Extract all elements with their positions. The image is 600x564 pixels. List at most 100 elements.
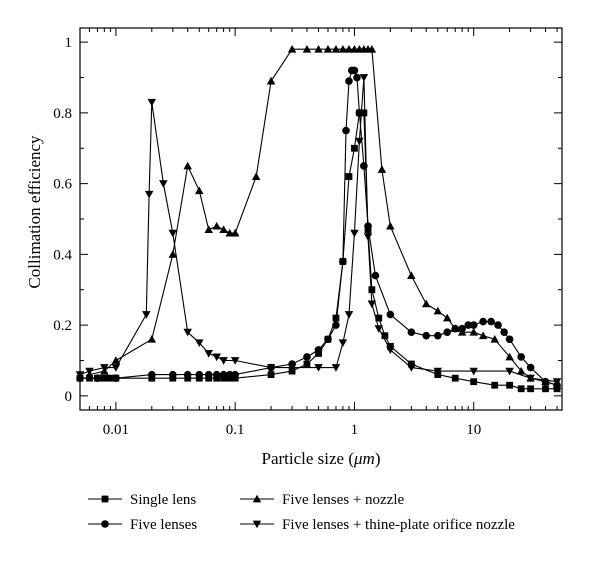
data-point: [111, 364, 121, 372]
data-point: [85, 367, 94, 376]
data-point: [526, 374, 535, 383]
series-layer: [75, 44, 562, 393]
data-point: [195, 370, 204, 379]
y-axis-label: Collimation efficiency: [25, 135, 44, 289]
series-triangle-up: [85, 44, 562, 389]
data-point: [470, 378, 478, 386]
legend-label: Five lenses + nozzle: [282, 492, 405, 508]
data-point: [100, 364, 109, 372]
data-point: [542, 385, 549, 393]
x-axis-label-suffix: ): [375, 449, 381, 468]
y-tick-label: 0.8: [53, 106, 72, 122]
data-point: [433, 367, 443, 376]
data-point: [527, 385, 535, 393]
data-point: [142, 311, 151, 319]
series-line: [89, 48, 558, 386]
data-point: [422, 331, 431, 340]
data-point: [183, 328, 192, 337]
legend-entry: Five lenses: [88, 517, 197, 533]
series-triangle-down: [75, 74, 562, 386]
data-point: [433, 331, 442, 340]
legend-label: Five lenses + thine-plate orifice nozzle: [282, 517, 515, 533]
data-point: [324, 335, 332, 344]
data-point: [386, 221, 395, 230]
data-point: [93, 374, 102, 382]
data-point: [302, 44, 312, 53]
data-point: [386, 310, 395, 319]
y-tick-label: 0.4: [53, 247, 72, 263]
data-point: [195, 339, 204, 348]
data-point: [526, 363, 535, 372]
data-point: [342, 126, 350, 135]
data-point: [266, 76, 276, 85]
data-point: [332, 321, 340, 329]
y-tick-label: 0.6: [53, 177, 72, 193]
data-point: [360, 109, 368, 117]
data-point: [169, 370, 177, 379]
data-point: [212, 370, 221, 379]
data-point: [147, 335, 157, 343]
data-point: [407, 360, 415, 368]
data-point: [204, 350, 213, 358]
data-point: [148, 370, 156, 379]
data-point: [469, 321, 478, 329]
data-point: [517, 385, 525, 393]
data-point: [251, 172, 261, 180]
legend-label: Single lens: [130, 492, 196, 508]
data-point: [314, 346, 323, 354]
data-point: [287, 364, 297, 372]
data-point: [541, 377, 550, 386]
legend-entry: Five lenses + thine-plate orifice nozzle: [240, 517, 515, 533]
x-tick-label: 1: [351, 422, 359, 438]
data-point: [351, 144, 358, 152]
data-point: [332, 314, 340, 322]
data-point: [500, 328, 508, 336]
data-point: [345, 77, 353, 85]
data-point: [506, 381, 514, 389]
data-point: [225, 370, 234, 379]
data-point: [374, 325, 384, 333]
data-point: [353, 73, 361, 82]
legend-marker: [101, 520, 109, 528]
data-point: [407, 328, 416, 336]
data-point: [433, 306, 443, 315]
data-point: [219, 225, 228, 234]
data-point: [517, 353, 525, 361]
data-point: [230, 228, 240, 237]
data-point: [183, 370, 192, 379]
data-point: [331, 364, 341, 372]
data-point: [230, 357, 240, 365]
data-point: [386, 346, 395, 355]
data-point: [111, 356, 121, 364]
data-point: [168, 229, 178, 238]
legend-entry: Single lens: [88, 492, 196, 508]
data-point: [375, 314, 383, 322]
data-point: [457, 327, 467, 336]
data-point: [367, 300, 377, 309]
axes-layer: 0.01 0.1 1 10 0 0.2 0.4 0.6 0.8 1: [53, 28, 562, 438]
data-point: [338, 44, 348, 53]
data-point: [469, 367, 478, 376]
data-point: [355, 137, 364, 146]
data-point: [267, 371, 275, 379]
data-point: [212, 353, 221, 362]
data-point: [505, 367, 514, 376]
data-point: [505, 352, 514, 361]
data-point: [144, 190, 154, 199]
data-point: [219, 370, 228, 379]
data-point: [490, 335, 499, 343]
x-tick-label: 10: [466, 422, 481, 438]
data-point: [464, 321, 473, 329]
data-point: [491, 381, 499, 389]
data-point: [407, 364, 416, 372]
data-point: [442, 313, 452, 322]
data-point: [204, 370, 213, 379]
legend-marker: [252, 494, 262, 503]
data-point: [219, 357, 228, 365]
data-point: [225, 228, 234, 237]
x-axis-label-prefix: Particle size (: [262, 449, 355, 468]
data-point: [494, 321, 502, 329]
data-point: [345, 173, 353, 180]
data-point: [381, 332, 389, 340]
